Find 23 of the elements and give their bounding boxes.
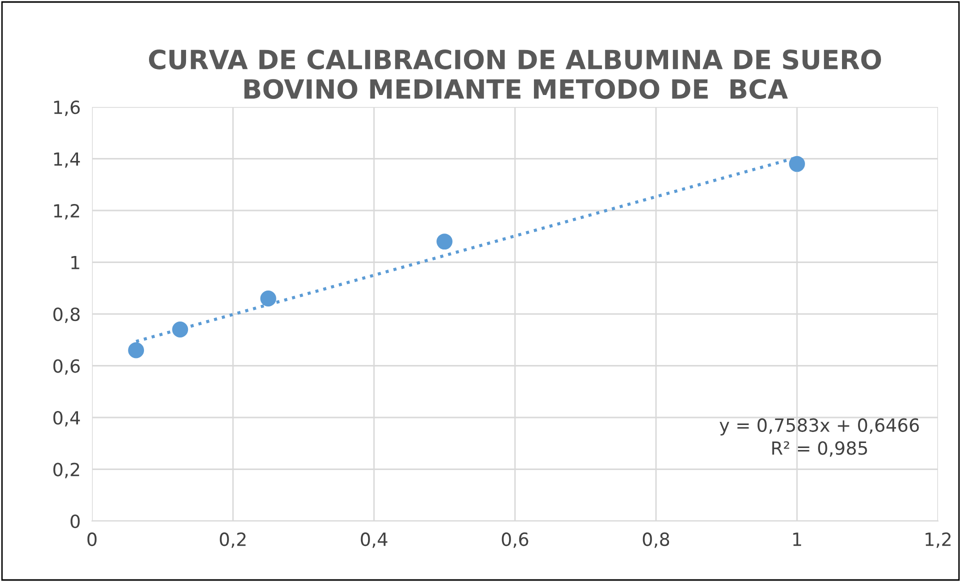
y-tick-label: 1,6	[54, 100, 80, 116]
x-tick-label: 0,8	[642, 532, 670, 548]
y-tick-label: 0,8	[53, 307, 80, 323]
x-tick-label: 1	[793, 532, 802, 546]
y-tick-label: 1,2	[54, 204, 80, 220]
y-tick-label: 0,2	[53, 462, 80, 478]
chart-title: CURVA DE CALIBRACION DE ALBUMINA DE SUERO BOVINO MEDIANTE METODO DE BCA	[148, 50, 882, 100]
point	[172, 322, 188, 338]
y-tick-label: 1,4	[54, 152, 80, 168]
point	[260, 290, 276, 306]
x-tick-label: 1,2	[926, 532, 951, 548]
point	[789, 156, 805, 172]
annotation: y = 0,7583x + 0,6466 R² = 0,985	[720, 418, 919, 457]
x-tick-label: 0,4	[360, 532, 388, 548]
x-tick-label: 0	[87, 532, 97, 546]
y-tick-label: 0,4	[53, 410, 80, 426]
x-tick-label: 0,6	[502, 532, 528, 548]
point	[436, 234, 452, 250]
point	[128, 342, 144, 358]
y-tick-label: 0	[70, 514, 80, 528]
x-tick-label: 0,2	[220, 532, 246, 548]
y-tick-label: 1	[71, 256, 80, 270]
y-tick-label: 0,6	[53, 359, 80, 375]
